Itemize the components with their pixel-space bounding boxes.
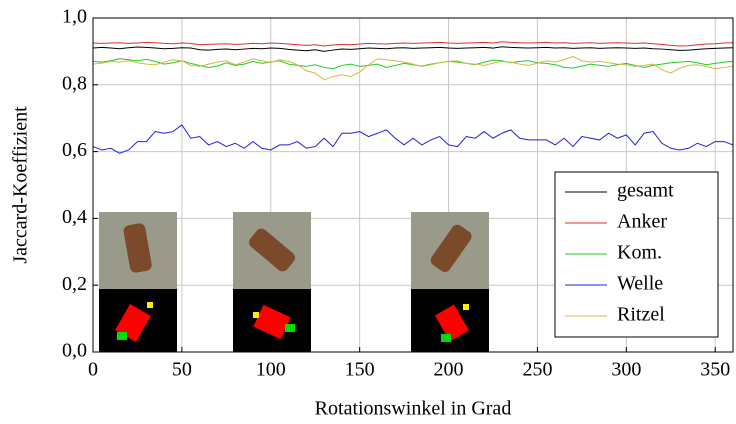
series-line bbox=[92, 46, 734, 52]
legend-label: Welle bbox=[617, 273, 663, 295]
thumbnail bbox=[411, 212, 489, 352]
legend-label: Kom. bbox=[617, 242, 662, 264]
series-line bbox=[92, 124, 734, 154]
y-tick-label: 1,0 bbox=[62, 6, 87, 28]
x-tick-label: 150 bbox=[345, 359, 375, 381]
y-axis-label: Jaccard-Koeffizient bbox=[10, 106, 32, 264]
y-tick-label: 0,8 bbox=[62, 72, 87, 94]
x-tick-label: 100 bbox=[256, 359, 286, 381]
series-line bbox=[92, 58, 734, 70]
series-line bbox=[92, 55, 734, 81]
x-tick-label: 0 bbox=[88, 359, 98, 381]
x-tick-label: 250 bbox=[522, 359, 552, 381]
thumbnail bbox=[233, 212, 311, 352]
thumbnails bbox=[99, 212, 489, 352]
x-tick-label: 50 bbox=[172, 359, 192, 381]
legend-label: Anker bbox=[617, 211, 667, 233]
x-tick-label: 200 bbox=[434, 359, 464, 381]
legend-label: Ritzel bbox=[617, 304, 665, 326]
legend-label: gesamt bbox=[617, 180, 674, 202]
y-tick-label: 0,2 bbox=[62, 273, 87, 295]
plot-frame bbox=[92, 17, 734, 353]
y-tick-label: 0,0 bbox=[62, 340, 87, 362]
x-tick-label: 350 bbox=[700, 359, 730, 381]
y-tick-label: 0,4 bbox=[62, 206, 87, 228]
x-tick-label: 300 bbox=[611, 359, 641, 381]
thumbnail bbox=[99, 212, 177, 352]
y-tick-label: 0,6 bbox=[62, 139, 87, 161]
x-axis-label: Rotationswinkel in Grad bbox=[315, 398, 512, 420]
series-line bbox=[92, 41, 734, 47]
